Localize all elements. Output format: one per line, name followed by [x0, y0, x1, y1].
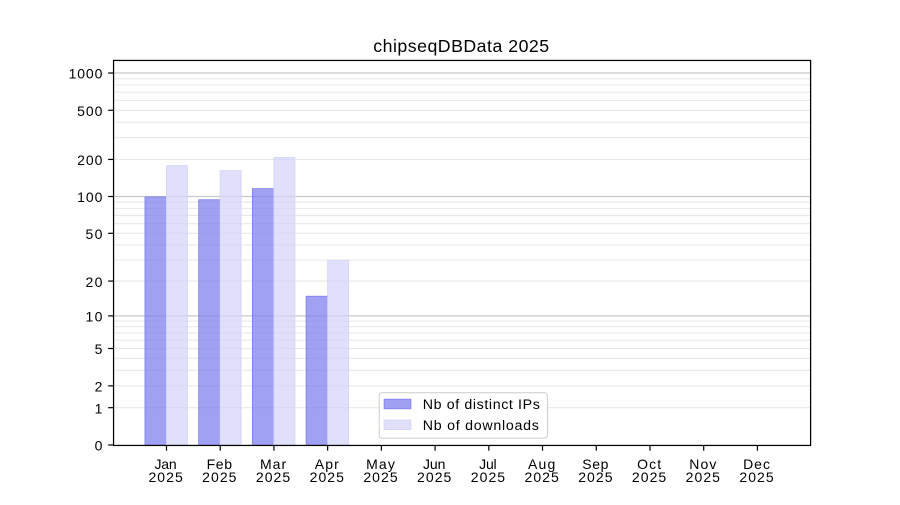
svg-text:Nov: Nov — [689, 456, 716, 472]
svg-text:10: 10 — [86, 309, 103, 325]
svg-text:2025: 2025 — [202, 469, 237, 485]
svg-text:Aug: Aug — [528, 456, 555, 472]
svg-text:2025: 2025 — [363, 469, 398, 485]
svg-text:Mar: Mar — [260, 456, 287, 472]
svg-text:May: May — [366, 456, 395, 472]
svg-text:20: 20 — [86, 274, 103, 290]
svg-text:2025: 2025 — [256, 469, 291, 485]
svg-text:Dec: Dec — [743, 456, 770, 472]
svg-text:5: 5 — [95, 341, 103, 357]
svg-text:Jun: Jun — [423, 456, 445, 472]
svg-text:chipseqDBData 2025: chipseqDBData 2025 — [373, 36, 549, 56]
svg-text:2025: 2025 — [686, 469, 721, 485]
svg-text:2025: 2025 — [417, 469, 452, 485]
svg-text:Nb of distinct IPs: Nb of distinct IPs — [423, 397, 540, 413]
svg-text:100: 100 — [77, 189, 103, 205]
svg-text:200: 200 — [77, 152, 103, 168]
svg-text:2025: 2025 — [310, 469, 345, 485]
svg-text:1: 1 — [95, 400, 103, 416]
svg-text:Jul: Jul — [479, 456, 497, 472]
svg-text:2: 2 — [95, 379, 103, 395]
svg-text:50: 50 — [86, 226, 103, 242]
svg-text:0: 0 — [95, 438, 103, 454]
svg-text:500: 500 — [77, 103, 103, 119]
svg-text:Jan: Jan — [155, 456, 177, 472]
svg-text:Oct: Oct — [637, 456, 661, 472]
svg-text:2025: 2025 — [471, 469, 506, 485]
svg-text:2025: 2025 — [524, 469, 559, 485]
svg-text:Nb of downloads: Nb of downloads — [423, 418, 539, 434]
svg-text:2025: 2025 — [578, 469, 613, 485]
svg-text:Feb: Feb — [207, 456, 233, 472]
svg-text:Sep: Sep — [582, 456, 608, 472]
svg-text:2025: 2025 — [739, 469, 774, 485]
svg-text:1000: 1000 — [69, 66, 103, 82]
svg-text:2025: 2025 — [632, 469, 667, 485]
svg-text:2025: 2025 — [148, 469, 183, 485]
